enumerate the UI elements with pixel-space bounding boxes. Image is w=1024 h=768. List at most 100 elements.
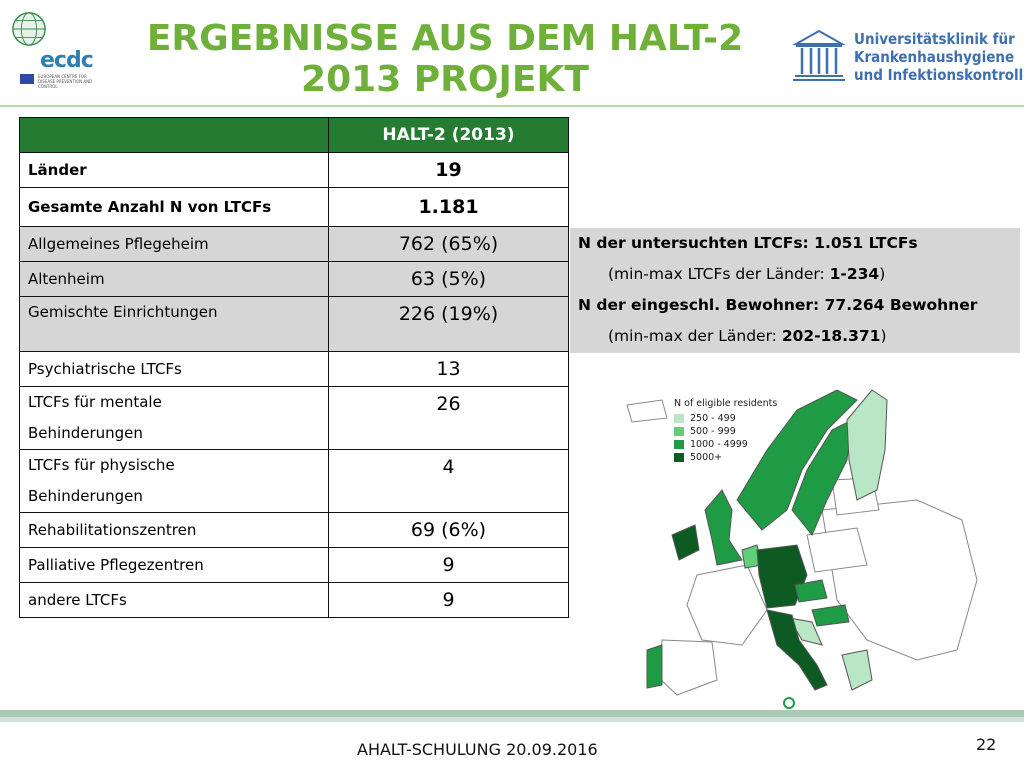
table-row: Gesamte Anzahl N von LTCFs 1.181 xyxy=(19,187,569,227)
map-marker-malta xyxy=(783,697,795,709)
info-range-prefix: (min-max LTCFs der Länder: xyxy=(608,265,830,283)
university-line-2: Krankenhaushygiene xyxy=(854,48,1015,66)
ecdc-logo: ecdc EUROPEAN CENTRE FOR DISEASE PREVENT… xyxy=(8,10,94,90)
eu-flag-icon xyxy=(20,74,34,84)
halt-results-table: HALT-2 (2013) Länder 19 Gesamte Anzahl N… xyxy=(19,117,569,618)
table-row: LTCFs für mentale Behinderungen 26 xyxy=(19,386,569,450)
table-row: Palliative Pflegezentren 9 xyxy=(19,547,569,583)
university-line-1: Universitätsklinik für xyxy=(854,30,1015,48)
info-range-value: 1-234 xyxy=(829,265,880,283)
row-value: 9 xyxy=(328,547,569,583)
row-label-line-2: Behinderungen xyxy=(28,487,143,505)
row-label: Rehabilitationszentren xyxy=(19,512,329,548)
map-country-greece xyxy=(841,649,873,691)
ecdc-logo-subtitle: EUROPEAN CENTRE FOR DISEASE PREVENTION A… xyxy=(38,74,93,89)
row-value: 26 xyxy=(328,386,569,450)
table-header-halt2: HALT-2 (2013) xyxy=(328,117,569,153)
row-label: Gesamte Anzahl N von LTCFs xyxy=(19,187,329,227)
university-line-3: und Infektionskontrolle xyxy=(854,66,1024,84)
row-label: Palliative Pflegezentren xyxy=(19,547,329,583)
row-label: Länder xyxy=(19,152,329,188)
table-header-row: HALT-2 (2013) xyxy=(19,117,569,153)
info-line-residents-range: (min-max der Länder: 202-18.371) xyxy=(578,321,1020,352)
table-row: Psychiatrische LTCFs 13 xyxy=(19,351,569,387)
legend-swatch xyxy=(674,414,684,423)
legend-item: 250 - 499 xyxy=(674,412,777,425)
globe-icon xyxy=(12,12,46,46)
table-row: Rehabilitationszentren 69 (6%) xyxy=(19,512,569,548)
info-range-suffix: ) xyxy=(879,265,886,283)
table-row: Gemischte Einrichtungen 226 (19%) xyxy=(19,296,569,352)
row-value: 63 (5%) xyxy=(328,261,569,297)
legend-label: 1000 - 4999 xyxy=(690,439,748,450)
row-label: Allgemeines Pflegeheim xyxy=(19,226,329,262)
map-legend: N of eligible residents 250 - 499 500 - … xyxy=(674,398,777,464)
europe-map-graphic xyxy=(617,360,980,715)
info-line-residents: N der eingeschl. Bewohner: 77.264 Bewohn… xyxy=(578,296,978,314)
info-line-ltcfs: N der untersuchten LTCFs: 1.051 LTCFs xyxy=(578,234,918,252)
map-country-czech xyxy=(794,579,828,603)
table-row: Allgemeines Pflegeheim 762 (65%) xyxy=(19,226,569,262)
map-country-croatia xyxy=(788,617,823,646)
row-value: 1.181 xyxy=(328,187,569,227)
info-range-value: 202-18.371 xyxy=(781,327,881,345)
row-value: 9 xyxy=(328,582,569,618)
europe-map: N of eligible residents 250 - 499 500 - … xyxy=(617,360,980,715)
table-row: LTCFs für physische Behinderungen 4 xyxy=(19,449,569,513)
info-range-suffix: ) xyxy=(880,327,887,345)
map-country-portugal xyxy=(646,644,663,689)
footer-text: AHALT-SCHULUNG 20.09.2016 xyxy=(357,740,598,759)
map-country-italy xyxy=(766,609,828,691)
legend-label: 250 - 499 xyxy=(690,413,736,424)
row-label-line-1: LTCFs für physische xyxy=(28,456,175,474)
title-line-2: 2013 PROJEKT xyxy=(301,59,589,100)
row-label: Altenheim xyxy=(19,261,329,297)
row-label: LTCFs für physische Behinderungen xyxy=(19,449,329,513)
map-land-poland xyxy=(806,527,868,573)
page-number: 22 xyxy=(976,735,997,754)
table-header-empty xyxy=(19,117,329,153)
map-country-hungary xyxy=(811,604,850,627)
legend-item: 1000 - 4999 xyxy=(674,438,777,451)
map-country-uk xyxy=(704,489,743,566)
map-land-iceland xyxy=(626,399,668,423)
row-value: 19 xyxy=(328,152,569,188)
row-label: Psychiatrische LTCFs xyxy=(19,351,329,387)
legend-label: 500 - 999 xyxy=(690,426,736,437)
row-value: 69 (6%) xyxy=(328,512,569,548)
table-row: Altenheim 63 (5%) xyxy=(19,261,569,297)
info-range-prefix: (min-max der Länder: xyxy=(608,327,782,345)
page-title: ERGEBNISSE AUS DEM HALT-2 2013 PROJEKT xyxy=(110,18,780,100)
map-country-ireland xyxy=(671,524,700,561)
map-country-finland xyxy=(846,389,888,501)
row-value: 13 xyxy=(328,351,569,387)
row-value: 226 (19%) xyxy=(328,296,569,352)
university-name: Universitätsklinik für Krankenhaushygien… xyxy=(854,30,1024,84)
summary-info-box: N der untersuchten LTCFs: 1.051 LTCFs (m… xyxy=(570,228,1020,353)
legend-swatch xyxy=(674,440,684,449)
legend-title: N of eligible residents xyxy=(674,398,778,409)
ecdc-logo-text: ecdc xyxy=(40,48,94,73)
map-country-germany xyxy=(756,544,808,609)
table-row: Länder 19 xyxy=(19,152,569,188)
row-label: andere LTCFs xyxy=(19,582,329,618)
header-divider xyxy=(0,105,1024,107)
legend-swatch xyxy=(674,453,684,462)
footer-bar xyxy=(0,710,1024,717)
title-line-1: ERGEBNISSE AUS DEM HALT-2 xyxy=(146,18,744,59)
legend-item: 500 - 999 xyxy=(674,425,777,438)
footer-bar-light xyxy=(0,717,1024,722)
map-country-norway xyxy=(736,389,858,531)
row-value: 762 (65%) xyxy=(328,226,569,262)
university-logo: Universitätsklinik für Krankenhaushygien… xyxy=(792,26,1024,86)
university-building-icon xyxy=(792,29,846,81)
legend-item: 5000+ xyxy=(674,451,777,464)
row-value: 4 xyxy=(328,449,569,513)
legend-label: 5000+ xyxy=(690,452,723,463)
row-label-line-2: Behinderungen xyxy=(28,424,143,442)
row-label: Gemischte Einrichtungen xyxy=(19,296,329,352)
slide-header: ecdc EUROPEAN CENTRE FOR DISEASE PREVENT… xyxy=(0,0,1024,105)
row-label: LTCFs für mentale Behinderungen xyxy=(19,386,329,450)
legend-swatch xyxy=(674,427,684,436)
table-row: andere LTCFs 9 xyxy=(19,582,569,618)
